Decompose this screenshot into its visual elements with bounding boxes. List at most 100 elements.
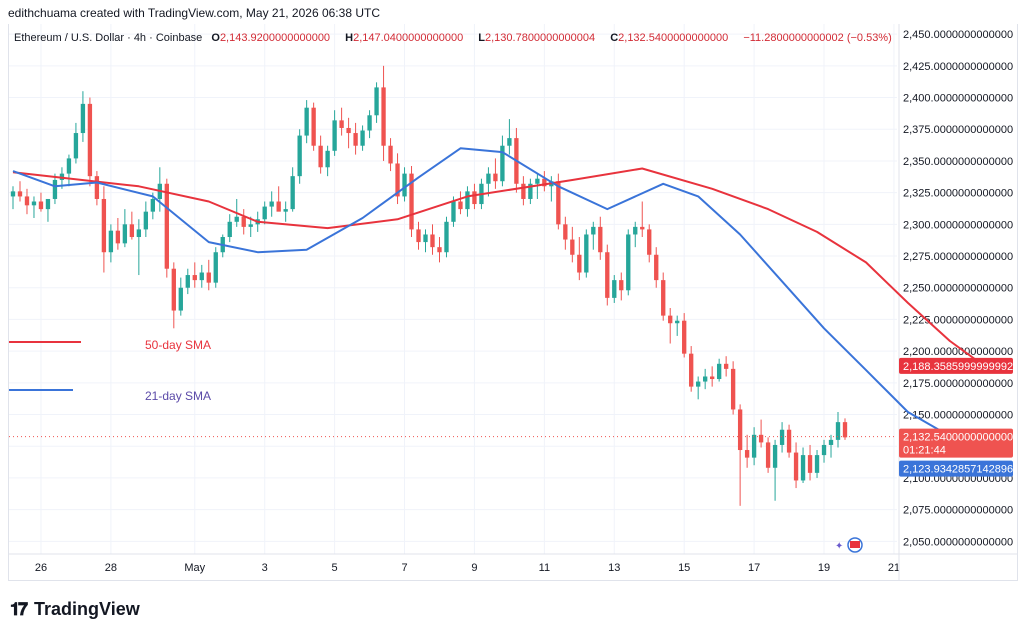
candle-body[interactable] — [38, 201, 44, 210]
sparkle-icon[interactable]: ✦ — [835, 541, 843, 552]
candle-body[interactable] — [842, 422, 848, 438]
candle-body[interactable] — [283, 209, 288, 212]
candle-body[interactable] — [793, 452, 799, 481]
candle-body[interactable] — [45, 198, 51, 210]
candle-body[interactable] — [542, 178, 547, 187]
candle-body[interactable] — [500, 145, 505, 182]
candle-body[interactable] — [318, 145, 323, 168]
candle-body[interactable] — [31, 201, 37, 206]
candle-body[interactable] — [612, 280, 617, 298]
candle-body[interactable] — [339, 120, 344, 128]
candle-body[interactable] — [556, 181, 561, 225]
candle-body[interactable] — [744, 450, 750, 458]
candle-body[interactable] — [80, 103, 86, 134]
candle-body[interactable] — [640, 226, 645, 230]
candle-body[interactable] — [290, 176, 295, 210]
candle-body[interactable] — [122, 224, 128, 244]
candlestick-chart[interactable]: 2,450.0000000000000 2,425.0000000000000 2,… — [9, 24, 1017, 580]
candle-body[interactable] — [325, 150, 330, 168]
candle-body[interactable] — [605, 252, 610, 298]
candle-body[interactable] — [311, 107, 316, 146]
candle-body[interactable] — [703, 376, 708, 382]
candle-body[interactable] — [136, 229, 142, 238]
candle-body[interactable] — [353, 133, 358, 146]
candle-body[interactable] — [199, 272, 204, 281]
candle-body[interactable] — [150, 198, 155, 212]
candle-body[interactable] — [269, 201, 274, 207]
candle-body[interactable] — [751, 434, 757, 458]
candle-body[interactable] — [346, 127, 351, 134]
candle-body[interactable] — [297, 135, 302, 177]
candle-body[interactable] — [213, 252, 218, 283]
candle-body[interactable] — [360, 130, 365, 146]
candle-body[interactable] — [409, 173, 414, 230]
candle-body[interactable] — [17, 191, 23, 197]
candle-body[interactable] — [332, 120, 337, 151]
candle-body[interactable] — [668, 315, 673, 324]
candle-body[interactable] — [591, 226, 596, 235]
candle-body[interactable] — [682, 320, 687, 354]
candle-body[interactable] — [458, 201, 463, 210]
chart-panel[interactable]: 2,450.0000000000000 2,425.0000000000000 2,… — [8, 24, 1018, 581]
candle-body[interactable] — [675, 320, 680, 324]
candle-body[interactable] — [486, 173, 491, 184]
candle-body[interactable] — [262, 206, 267, 220]
candle-body[interactable] — [661, 280, 666, 316]
candle-body[interactable] — [171, 268, 176, 311]
candle-body[interactable] — [304, 107, 309, 136]
candle-body[interactable] — [619, 280, 624, 291]
candle-body[interactable] — [416, 229, 421, 243]
candle-body[interactable] — [87, 103, 93, 177]
candle-body[interactable] — [381, 87, 386, 146]
candle-body[interactable] — [786, 429, 792, 453]
candle-body[interactable] — [521, 183, 526, 199]
candle-body[interactable] — [730, 368, 736, 410]
candle-body[interactable] — [835, 422, 841, 440]
candle-body[interactable] — [66, 158, 72, 174]
candle-body[interactable] — [101, 198, 107, 253]
candle-body[interactable] — [276, 201, 281, 212]
candle-body[interactable] — [367, 115, 372, 131]
candle-body[interactable] — [192, 275, 197, 281]
candle-body[interactable] — [800, 455, 806, 481]
candle-body[interactable] — [423, 234, 428, 243]
candle-body[interactable] — [528, 183, 533, 199]
candle-body[interactable] — [472, 191, 477, 205]
candle-body[interactable] — [206, 272, 211, 283]
candle-body[interactable] — [626, 234, 631, 291]
candle-body[interactable] — [73, 133, 79, 159]
candle-body[interactable] — [709, 376, 715, 380]
candle-body[interactable] — [94, 176, 100, 199]
candle-body[interactable] — [227, 221, 232, 238]
candle-body[interactable] — [115, 230, 121, 244]
candle-body[interactable] — [430, 234, 435, 248]
candle-body[interactable] — [570, 239, 575, 255]
candle-body[interactable] — [374, 87, 379, 116]
candle-body[interactable] — [758, 434, 764, 443]
candle-body[interactable] — [248, 224, 253, 227]
candle-body[interactable] — [164, 183, 169, 269]
candle-body[interactable] — [444, 221, 449, 253]
candle-body[interactable] — [388, 145, 393, 164]
candle-body[interactable] — [737, 409, 743, 451]
candle-body[interactable] — [52, 179, 58, 199]
candle-body[interactable] — [779, 429, 785, 445]
candle-body[interactable] — [633, 226, 638, 235]
candle-body[interactable] — [10, 191, 16, 197]
candle-body[interactable] — [716, 363, 722, 380]
candle-body[interactable] — [493, 173, 498, 182]
candle-body[interactable] — [395, 163, 400, 197]
candle-body[interactable] — [234, 216, 239, 222]
candle-body[interactable] — [402, 173, 407, 197]
candle-body[interactable] — [437, 247, 442, 253]
candle-body[interactable] — [507, 138, 512, 146]
candle-body[interactable] — [241, 216, 246, 227]
candle-body[interactable] — [577, 254, 582, 273]
candle-body[interactable] — [765, 442, 771, 468]
candle-body[interactable] — [178, 287, 183, 311]
candle-body[interactable] — [535, 178, 540, 184]
candle-body[interactable] — [807, 455, 813, 473]
candle-body[interactable] — [598, 226, 603, 253]
candle-body[interactable] — [584, 234, 589, 273]
candle-body[interactable] — [723, 363, 729, 369]
